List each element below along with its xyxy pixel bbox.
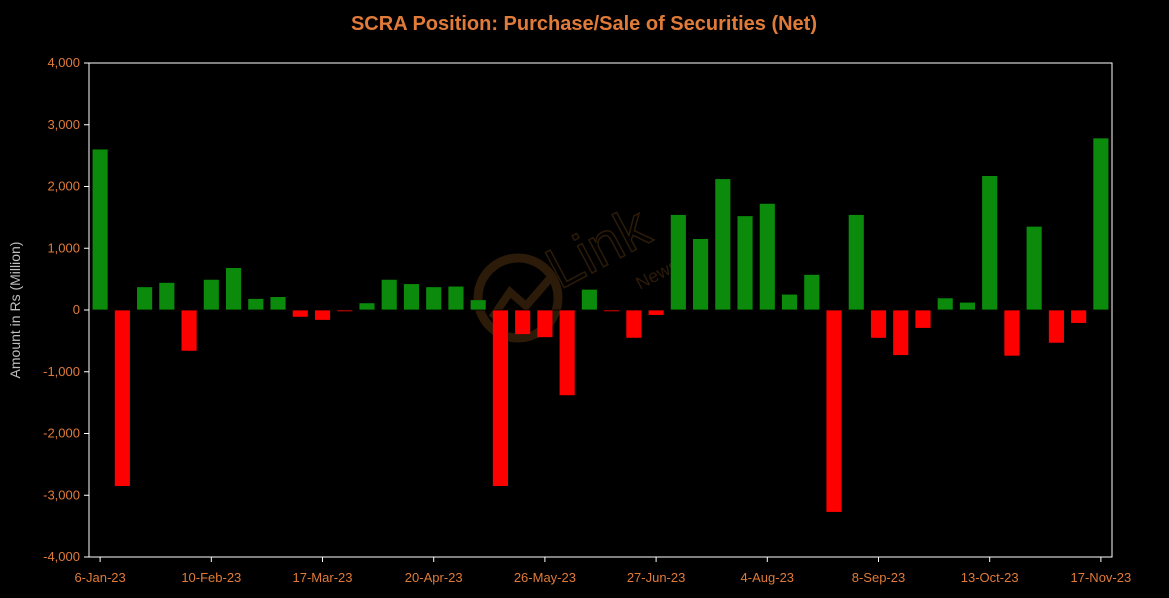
bar xyxy=(893,310,909,356)
bar xyxy=(781,294,798,310)
bar xyxy=(403,284,420,310)
bar xyxy=(359,303,375,310)
bar xyxy=(581,289,597,310)
x-tick-label: 4-Aug-23 xyxy=(741,570,794,585)
y-tick-label: -4,000 xyxy=(43,549,80,564)
y-tick-label: 4,000 xyxy=(47,55,80,70)
bar xyxy=(670,214,686,310)
bar xyxy=(626,310,642,338)
bar xyxy=(1026,226,1042,310)
x-tick-label: 27-Jun-23 xyxy=(627,570,686,585)
bar xyxy=(737,216,753,310)
bar xyxy=(693,238,709,310)
x-tick-label: 8-Sep-23 xyxy=(852,570,905,585)
bar xyxy=(959,302,975,310)
bar xyxy=(648,310,664,315)
y-tick-label: 1,000 xyxy=(47,240,80,255)
y-tick-label: 2,000 xyxy=(47,179,80,194)
bar xyxy=(92,149,108,310)
bar xyxy=(337,310,353,312)
y-tick-label: -2,000 xyxy=(43,426,80,441)
y-tick-label: 0 xyxy=(73,302,80,317)
x-tick-label: 10-Feb-23 xyxy=(181,570,241,585)
bar xyxy=(1048,310,1064,343)
bar xyxy=(1093,138,1109,310)
bar xyxy=(759,203,775,310)
bar xyxy=(537,310,553,338)
x-tick-label: 20-Apr-23 xyxy=(405,570,463,585)
bars-group xyxy=(92,138,1109,512)
x-tick-label: 26-May-23 xyxy=(514,570,576,585)
bar xyxy=(937,298,953,310)
bar xyxy=(314,310,331,320)
bar xyxy=(604,310,620,312)
bar xyxy=(470,300,486,310)
bar xyxy=(159,282,175,310)
watermark: Link News xyxy=(473,193,682,343)
watermark-logo-arrow-icon xyxy=(488,273,556,321)
x-tick-label: 17-Mar-23 xyxy=(293,570,353,585)
bar xyxy=(804,274,820,310)
y-axis-label: Amount in Rs (Million) xyxy=(7,242,23,379)
bar xyxy=(870,310,887,338)
bar xyxy=(848,214,864,310)
bar xyxy=(426,287,442,310)
plot-area xyxy=(88,62,1113,558)
y-tick-label: -1,000 xyxy=(43,364,80,379)
bar xyxy=(114,310,130,486)
y-axis: 4,000 3,000 2,000 1,000 0 -1,000 -2,000 -3,000 -… xyxy=(43,55,1112,564)
bar xyxy=(515,310,531,335)
bar xyxy=(915,310,931,328)
bar xyxy=(1004,310,1020,356)
y-tick-label: -3,000 xyxy=(43,487,80,502)
bar xyxy=(448,286,464,310)
bar xyxy=(826,310,842,512)
bar xyxy=(137,287,153,310)
watermark-logo-icon xyxy=(473,253,563,343)
bar xyxy=(381,279,397,310)
x-tick-label: 13-Oct-23 xyxy=(961,570,1019,585)
bar xyxy=(982,176,998,310)
bar xyxy=(559,310,575,396)
x-axis: 6-Jan-23 10-Feb-23 17-Mar-23 20-Apr-23 26-Ma… xyxy=(74,557,1131,585)
bar xyxy=(248,298,264,310)
y-tick-label: 3,000 xyxy=(47,117,80,132)
bar xyxy=(181,310,197,351)
bar xyxy=(492,310,508,486)
chart-title: SCRA Position: Purchase/Sale of Securiti… xyxy=(351,13,817,35)
bar xyxy=(292,310,308,317)
bar xyxy=(715,179,731,310)
x-tick-label: 6-Jan-23 xyxy=(74,570,125,585)
bar xyxy=(270,297,286,310)
bar xyxy=(1071,310,1087,323)
x-tick-label: 17-Nov-23 xyxy=(1071,570,1132,585)
bar xyxy=(225,268,242,310)
bar xyxy=(203,279,219,310)
